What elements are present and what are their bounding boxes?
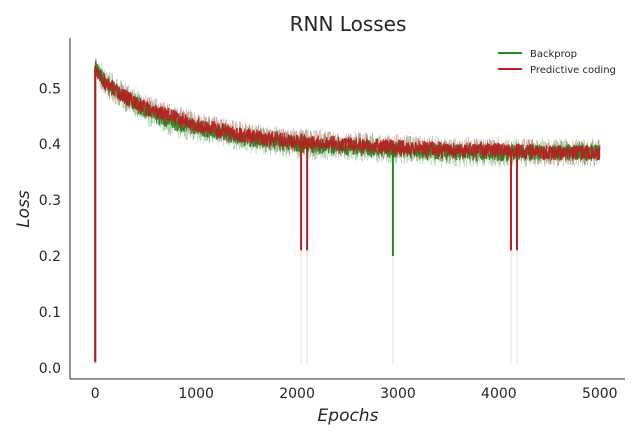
y-tick-label-0.3: 0.3 xyxy=(39,193,61,209)
series-layer xyxy=(94,57,601,366)
y-tick-label-0.1: 0.1 xyxy=(39,305,61,321)
x-tick-label-2000: 2000 xyxy=(279,386,315,402)
series-predictive-coding xyxy=(94,57,601,366)
x-tick-label-5000: 5000 xyxy=(582,386,618,402)
x-axis-label: Epochs xyxy=(318,406,379,426)
plot-area xyxy=(69,38,625,380)
series-line xyxy=(94,65,601,161)
legend-label-backprop: Backprop xyxy=(530,49,577,60)
x-tick-label-1000: 1000 xyxy=(178,386,214,402)
legend-label-predictive-coding: Predictive coding xyxy=(530,65,616,76)
y-axis-label: Loss xyxy=(14,190,34,228)
x-tick-label-3000: 3000 xyxy=(380,386,416,402)
series-backprop xyxy=(94,59,601,366)
y-tick-label-0.5: 0.5 xyxy=(39,81,61,97)
y-tick-label-0.2: 0.2 xyxy=(39,249,61,265)
y-tick-labels: 0.0 0.1 0.2 0.3 0.4 0.5 xyxy=(39,81,61,377)
x-tick-labels: 0 1000 2000 3000 4000 5000 xyxy=(91,386,618,402)
x-tick-label-0: 0 xyxy=(91,386,100,402)
x-tick-label-4000: 4000 xyxy=(481,386,517,402)
y-tick-label-0.0: 0.0 xyxy=(39,361,61,377)
y-tick-label-0.4: 0.4 xyxy=(39,137,61,153)
legend: Backprop Predictive coding xyxy=(498,49,616,76)
chart-title: RNN Losses xyxy=(290,12,407,36)
